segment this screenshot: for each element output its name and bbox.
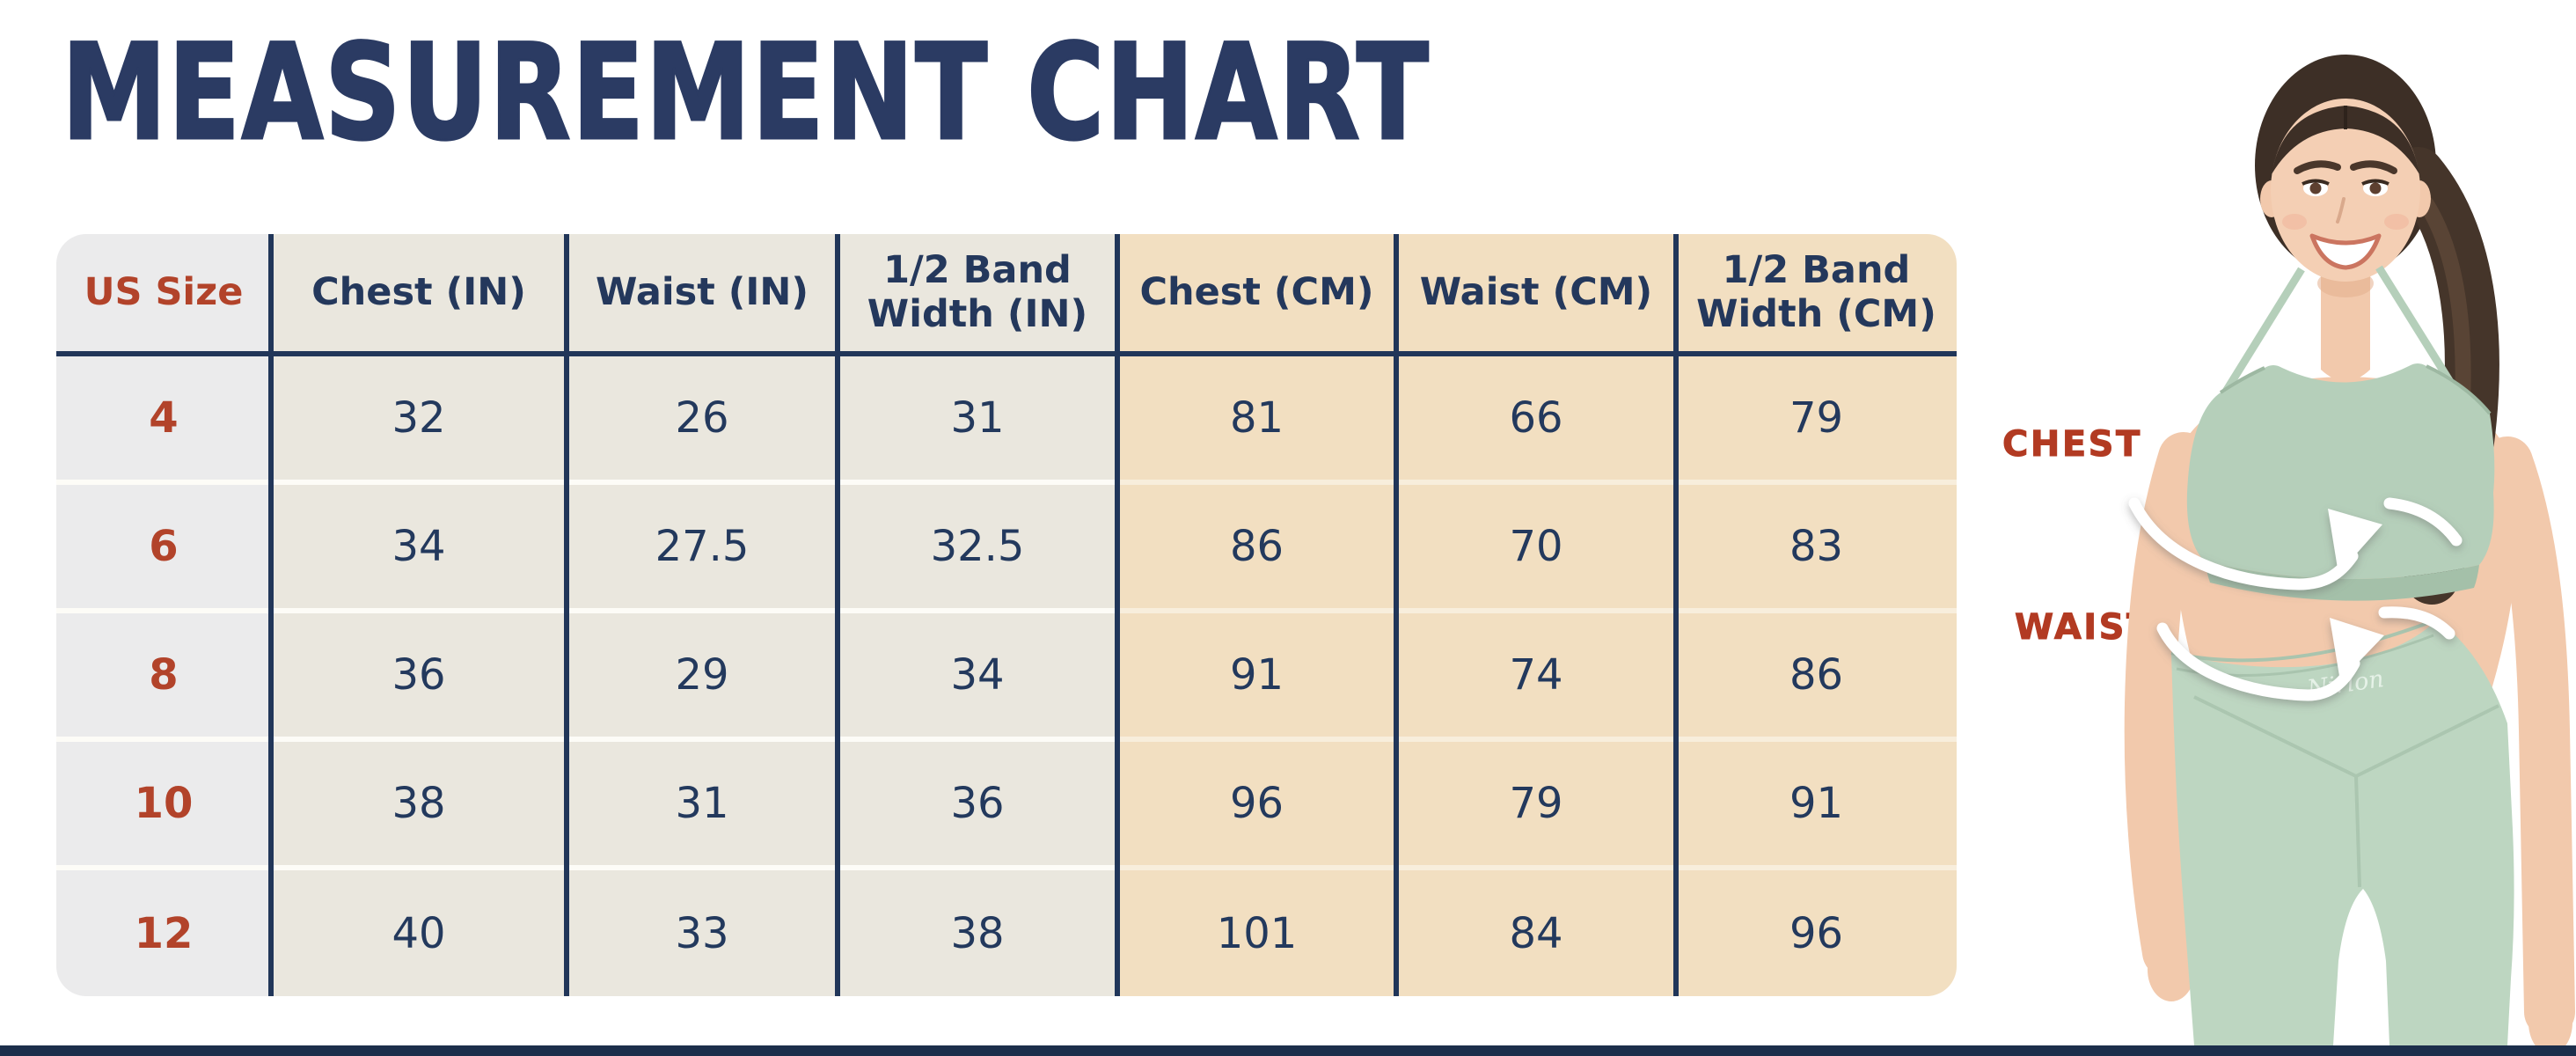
chest-label: CHEST [2002,424,2142,466]
chest-cm-value: 91 [1117,608,1396,739]
face [2260,99,2431,282]
page-title-text: MEASUREMENT CHART [61,17,1431,170]
col-header-us-size: US Size [56,234,271,356]
band-in-value: 34 [838,608,1117,739]
column-divider-line [564,234,569,996]
us-size-value: 8 [56,608,271,739]
size-table: US Size Chest (IN) Waist (IN) 1/2 Band W… [56,234,1957,996]
band-cm-value: 91 [1676,737,1957,868]
table-row-size-6: 6 34 27.5 32.5 86 70 83 [56,480,1957,611]
column-divider-line [268,234,274,996]
waist-cm-value: 74 [1396,608,1676,739]
table-row-size-8: 8 36 29 34 91 74 86 [56,608,1957,739]
chest-cm-value: 81 [1117,354,1396,482]
table-row-size-4: 4 32 26 31 81 66 79 [56,354,1957,482]
waist-cm-value: 70 [1396,480,1676,611]
band-cm-value: 86 [1676,608,1957,739]
chest-in-value: 38 [271,737,567,868]
column-divider-line [1394,234,1399,996]
waist-cm-value: 66 [1396,354,1676,482]
chest-arrow [2128,497,2463,590]
col-header-waist-in: Waist (IN) [567,234,838,356]
us-size-value: 6 [56,480,271,611]
band-in-value: 36 [838,737,1117,868]
band-cm-value: 83 [1676,480,1957,611]
us-size-value: 12 [56,865,271,996]
chest-cm-value: 96 [1117,737,1396,868]
waist-in-value: 26 [567,354,838,482]
band-in-value: 32.5 [838,480,1117,611]
waist-cm-value: 79 [1396,737,1676,868]
waist-arrow [2156,606,2455,701]
col-header-half-band-width-in: 1/2 Band Width (IN) [838,234,1117,356]
waist-cm-value: 84 [1396,865,1676,996]
waist-in-value: 29 [567,608,838,739]
col-header-waist-cm: Waist (CM) [1396,234,1676,356]
band-cm-value: 79 [1676,354,1957,482]
table-row-size-10: 10 38 31 36 96 79 91 [56,737,1957,868]
measurement-arrows [2128,497,2463,701]
chest-in-value: 32 [271,354,567,482]
table-row-size-12: 12 40 33 38 101 84 96 [56,865,1957,996]
page-title: MEASUREMENT CHART [61,17,1772,170]
measurement-table: US Size Chest (IN) Waist (IN) 1/2 Band W… [56,234,1957,996]
band-cm-value: 96 [1676,865,1957,996]
header-row: US Size Chest (IN) Waist (IN) 1/2 Band W… [56,234,1957,356]
col-header-chest-in: Chest (IN) [271,234,567,356]
model-photo-illustration: Nirlon [2124,55,2575,1054]
waist-in-value: 31 [567,737,838,868]
us-size-value: 4 [56,354,271,482]
leggings: Nirlon [2170,618,2514,1045]
sports-bra [2186,265,2495,601]
column-divider-line [1673,234,1679,996]
column-divider-line [1115,234,1120,996]
waist-in-value: 33 [567,865,838,996]
band-in-value: 38 [838,865,1117,996]
chest-in-value: 34 [271,480,567,611]
bottom-bar [0,1045,2576,1056]
waist-in-value: 27.5 [567,480,838,611]
chest-cm-value: 86 [1117,480,1396,611]
chest-in-value: 40 [271,865,567,996]
col-header-chest-cm: Chest (CM) [1117,234,1396,356]
us-size-value: 10 [56,737,271,868]
col-header-half-band-width-cm: 1/2 Band Width (CM) [1676,234,1957,356]
column-divider-line [835,234,840,996]
chest-cm-value: 101 [1117,865,1396,996]
band-in-value: 31 [838,354,1117,482]
chest-in-value: 36 [271,608,567,739]
